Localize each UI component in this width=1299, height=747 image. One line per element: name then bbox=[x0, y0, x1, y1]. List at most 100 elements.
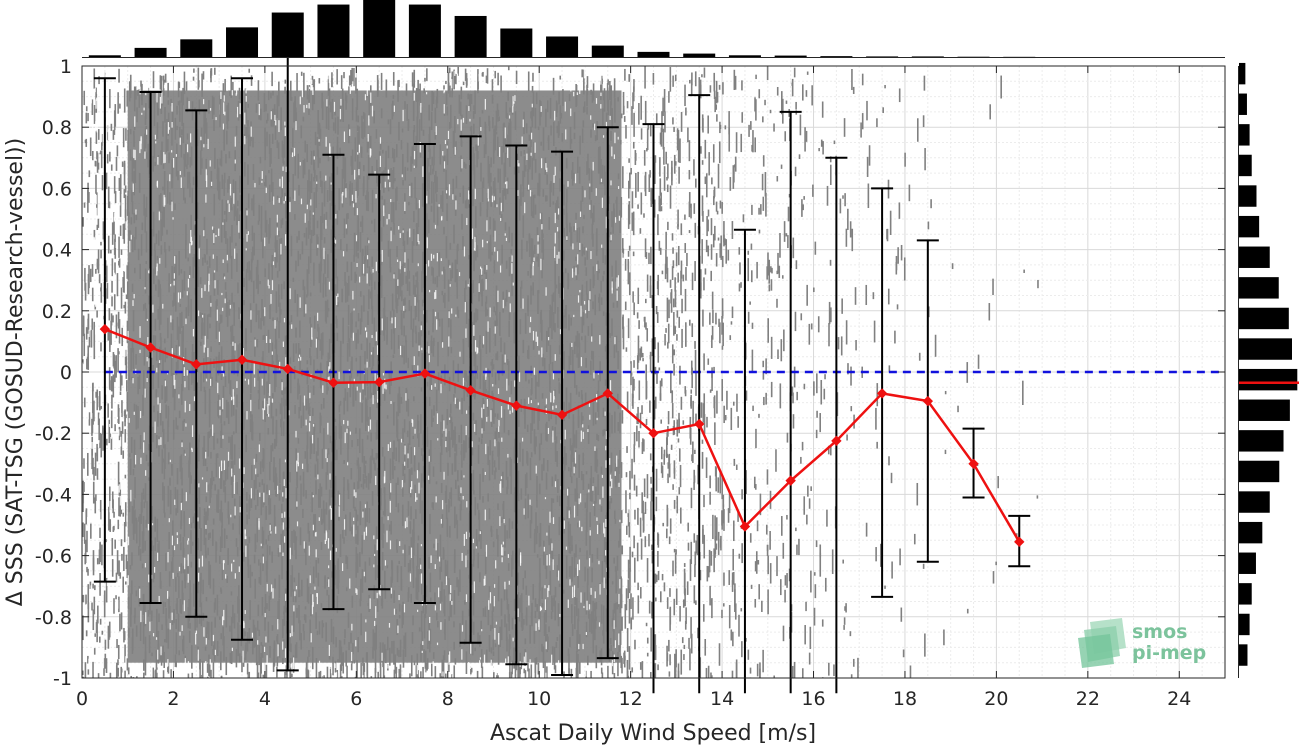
scatter-point bbox=[371, 256, 373, 267]
scatter-point bbox=[231, 345, 233, 371]
scatter-point bbox=[558, 495, 561, 507]
scatter-point bbox=[313, 359, 315, 382]
scatter-point bbox=[178, 126, 181, 139]
scatter-gap bbox=[277, 619, 279, 630]
scatter-point bbox=[316, 234, 318, 256]
scatter-point bbox=[508, 320, 510, 337]
scatter-gap bbox=[145, 93, 147, 96]
scatter-gap bbox=[518, 163, 520, 167]
scatter-point bbox=[335, 425, 337, 440]
scatter-point bbox=[239, 175, 241, 193]
scatter-point bbox=[453, 130, 455, 155]
scatter-gap bbox=[526, 153, 528, 161]
scatter-point bbox=[280, 196, 282, 205]
scatter-point bbox=[465, 301, 468, 325]
scatter-point bbox=[295, 536, 298, 541]
scatter-point bbox=[199, 659, 201, 670]
scatter-point bbox=[412, 615, 414, 626]
scatter-gap bbox=[440, 217, 443, 221]
scatter-point bbox=[270, 168, 273, 193]
scatter-point bbox=[511, 557, 513, 577]
scatter-point bbox=[278, 492, 281, 501]
scatter-point bbox=[326, 376, 328, 395]
scatter-point bbox=[387, 179, 390, 192]
scatter-point bbox=[131, 156, 134, 182]
scatter-point bbox=[98, 549, 101, 565]
scatter-point bbox=[311, 92, 314, 111]
scatter-gap bbox=[476, 347, 478, 355]
scatter-point bbox=[179, 303, 182, 307]
scatter-point bbox=[417, 299, 420, 322]
scatter-point bbox=[257, 220, 260, 225]
scatter-point bbox=[107, 330, 110, 341]
scatter-gap bbox=[282, 641, 284, 650]
scatter-gap bbox=[431, 385, 433, 390]
scatter-point bbox=[387, 240, 390, 257]
scatter-point bbox=[445, 80, 447, 85]
scatter-point bbox=[263, 309, 265, 314]
scatter-point bbox=[105, 539, 107, 543]
scatter-point bbox=[125, 554, 128, 570]
scatter-point bbox=[517, 663, 519, 678]
scatter-point bbox=[459, 192, 462, 197]
scatter-point bbox=[128, 212, 130, 224]
scatter-point bbox=[210, 451, 212, 459]
scatter-point bbox=[432, 322, 434, 333]
scatter-gap bbox=[530, 132, 533, 140]
scatter-point bbox=[575, 335, 577, 347]
scatter-point bbox=[131, 156, 134, 168]
scatter-point bbox=[177, 170, 179, 181]
scatter-point bbox=[101, 175, 104, 191]
scatter-point bbox=[92, 661, 94, 678]
scatter-point bbox=[498, 446, 500, 470]
scatter-gap bbox=[404, 521, 407, 529]
scatter-point bbox=[249, 303, 252, 317]
scatter-point bbox=[309, 181, 311, 203]
scatter-gap bbox=[87, 167, 89, 170]
scatter-gap bbox=[295, 121, 297, 131]
scatter-point bbox=[279, 302, 281, 323]
scatter-gap bbox=[398, 226, 400, 230]
scatter-gap bbox=[213, 270, 216, 273]
scatter-gap bbox=[175, 666, 177, 674]
scatter-point bbox=[455, 443, 458, 456]
scatter-point bbox=[264, 210, 267, 233]
scatter-point bbox=[408, 421, 411, 446]
scatter-gap bbox=[101, 364, 103, 375]
scatter-point bbox=[133, 403, 136, 413]
scatter-point bbox=[530, 423, 532, 444]
scatter-point bbox=[368, 507, 371, 524]
scatter-point bbox=[290, 643, 292, 653]
scatter-point bbox=[332, 122, 335, 131]
scatter-point bbox=[306, 431, 309, 449]
scatter-point bbox=[430, 374, 433, 391]
scatter-point bbox=[427, 630, 429, 649]
scatter-point bbox=[489, 180, 491, 199]
scatter-point bbox=[294, 644, 297, 659]
scatter-point bbox=[275, 419, 278, 443]
scatter-point bbox=[506, 134, 509, 144]
scatter-gap bbox=[227, 451, 230, 461]
scatter-point bbox=[96, 262, 99, 267]
scatter-point bbox=[525, 373, 527, 382]
scatter-point bbox=[229, 90, 231, 97]
scatter-gap bbox=[297, 452, 299, 464]
scatter-gap bbox=[335, 672, 338, 678]
scatter-point bbox=[237, 200, 239, 207]
scatter-point bbox=[538, 173, 541, 193]
scatter-point bbox=[441, 318, 443, 344]
scatter-point bbox=[480, 620, 482, 632]
scatter-point bbox=[549, 344, 552, 365]
scatter-point bbox=[424, 77, 426, 82]
scatter-point bbox=[249, 600, 251, 620]
scatter-gap bbox=[114, 272, 116, 284]
scatter-point bbox=[200, 528, 202, 552]
scatter-point bbox=[167, 667, 169, 673]
scatter-point bbox=[424, 650, 427, 673]
scatter-point bbox=[206, 621, 209, 634]
scatter-point bbox=[171, 265, 173, 283]
scatter-point bbox=[393, 669, 396, 678]
scatter-point bbox=[307, 586, 310, 604]
scatter-point bbox=[358, 161, 361, 179]
scatter-point bbox=[103, 594, 106, 618]
